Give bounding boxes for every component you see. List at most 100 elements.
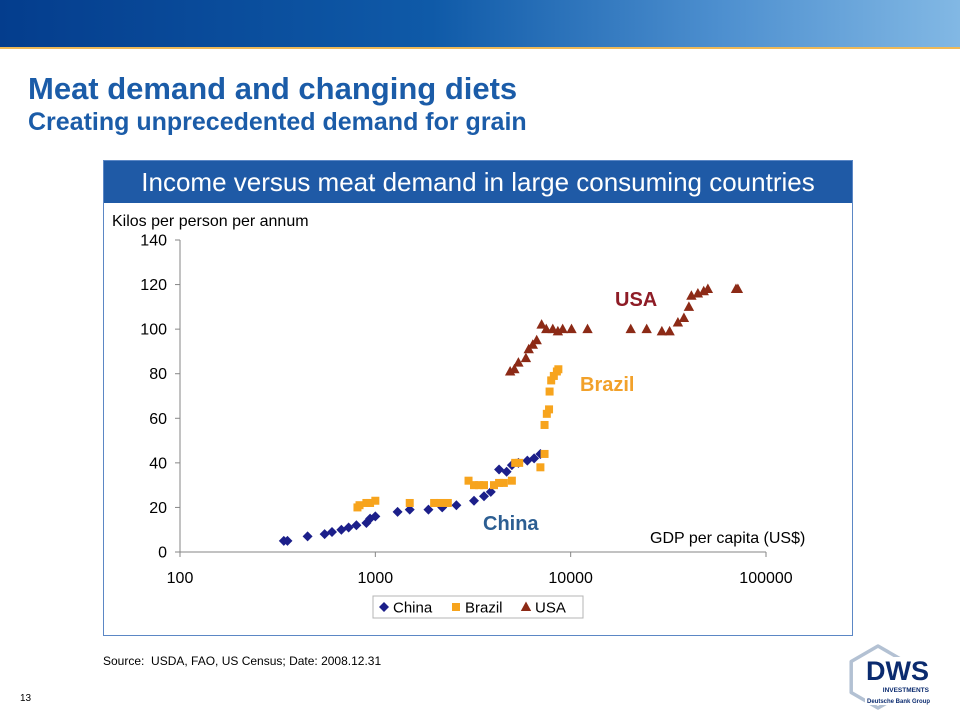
- legend-item-usa: USA: [520, 600, 566, 617]
- y-tick-label: 20: [149, 500, 167, 517]
- brazil-data-point: [547, 376, 556, 385]
- brazil-data-point: [499, 478, 508, 487]
- brazil-data-point: [405, 498, 414, 507]
- usa-data-point: [625, 323, 636, 334]
- chart-panel: Income versus meat demand in large consu…: [103, 160, 853, 636]
- brazil-data-point: [470, 481, 479, 490]
- y-tick-label: 40: [149, 455, 167, 472]
- x-axis-label: GDP per capita (US$): [650, 530, 806, 547]
- china-data-point: [478, 491, 489, 502]
- usa-data-point: [641, 323, 652, 334]
- brazil-data-point: [540, 420, 549, 429]
- china-data-point: [351, 520, 362, 531]
- brazil-data-point: [371, 496, 380, 505]
- y-tick-label: 80: [149, 366, 167, 383]
- legend-marker-brazil: [452, 603, 460, 611]
- china-data-point: [494, 464, 505, 475]
- legend-label: China: [393, 600, 433, 617]
- brazil-data-point: [549, 371, 558, 380]
- usa-data-point: [531, 334, 542, 345]
- usa-data-point: [582, 323, 593, 334]
- china-data-point: [370, 511, 381, 522]
- y-tick-label: 100: [140, 322, 167, 339]
- brazil-data-point: [554, 365, 563, 374]
- x-tick-label: 100000: [739, 570, 792, 587]
- china-data-point: [469, 495, 480, 506]
- china-data-point: [451, 500, 462, 511]
- usa-data-point: [520, 352, 532, 363]
- dws-logo: DWS INVESTMENTS Deutsche Bank Group: [849, 644, 932, 710]
- usa-data-point: [541, 323, 552, 334]
- brazil-data-point: [545, 405, 554, 414]
- logo-mask: [865, 657, 932, 705]
- brazil-data-point: [489, 481, 498, 490]
- chart-title: Income versus meat demand in large consu…: [104, 161, 852, 203]
- legend-label: USA: [535, 600, 566, 617]
- legend-label: Brazil: [465, 600, 503, 617]
- china-data-point: [319, 529, 330, 540]
- legend-marker-usa: [520, 601, 532, 611]
- source-note: Source: USDA, FAO, US Census; Date: 2008…: [103, 654, 382, 668]
- brazil-data-point: [536, 463, 545, 472]
- legend-item-china: China: [379, 600, 433, 617]
- usa-data-point: [672, 316, 684, 327]
- usa-series-label: USA: [615, 289, 658, 311]
- y-axis-label: Kilos per person per annum: [112, 213, 309, 230]
- usa-data-point: [566, 323, 577, 334]
- slide-title: Meat demand and changing diets: [28, 71, 518, 106]
- brazil-data-point: [515, 458, 524, 467]
- china-data-point: [404, 504, 415, 515]
- usa-data-point: [557, 323, 568, 334]
- y-tick-label: 140: [140, 233, 167, 250]
- brazil-data-point: [443, 498, 452, 507]
- x-tick-label: 100: [167, 570, 194, 587]
- china-data-point: [485, 486, 496, 497]
- brazil-data-point: [495, 478, 504, 487]
- x-tick-label: 1000: [358, 570, 394, 587]
- x-tick-label: 10000: [548, 570, 593, 587]
- usa-data-point: [702, 283, 714, 294]
- usa-series: [504, 283, 744, 376]
- brazil-data-point: [542, 409, 551, 418]
- brazil-data-point: [366, 498, 375, 507]
- brazil-data-point: [545, 387, 554, 396]
- brazil-data-point: [355, 501, 364, 510]
- usa-data-point: [683, 301, 695, 311]
- china-data-point: [326, 526, 337, 537]
- logo-wordmark: DWS: [866, 656, 929, 686]
- china-data-point: [282, 535, 293, 546]
- brazil-series: [353, 365, 563, 512]
- china-data-point: [501, 466, 512, 477]
- brazil-data-point: [540, 449, 549, 458]
- china-data-point: [343, 522, 354, 533]
- brazil-data-point: [464, 476, 473, 485]
- brazil-data-point: [475, 481, 484, 490]
- logo-subline: INVESTMENTS: [883, 687, 930, 694]
- header-accent-line: [0, 47, 960, 49]
- china-data-point: [392, 506, 403, 517]
- china-data-point: [336, 524, 347, 535]
- y-tick-label: 0: [158, 545, 167, 562]
- usa-data-point: [732, 283, 744, 294]
- header-bar: [0, 0, 960, 47]
- legend-item-brazil: Brazil: [452, 600, 503, 617]
- usa-data-point: [656, 325, 668, 336]
- usa-data-point: [536, 319, 547, 329]
- legend-box: [372, 595, 584, 619]
- legend-marker-china: [379, 602, 389, 612]
- brazil-data-point: [507, 476, 516, 485]
- brazil-series-label: Brazil: [580, 374, 635, 396]
- usa-data-point: [664, 325, 675, 336]
- y-tick-label: 60: [149, 411, 167, 428]
- scatter-chart: 0 20 40 60 80 100 120 140 100 1000 10000 100000 Chin…: [140, 233, 793, 619]
- axes: 0 20 40 60 80 100 120 140 100 1000 10000 100000: [140, 233, 793, 588]
- logo-group-line: Deutsche Bank Group: [867, 699, 930, 705]
- slide-subtitle: Creating unprecedented demand for grain: [28, 108, 527, 136]
- china-data-point: [423, 504, 434, 515]
- usa-data-point: [513, 357, 524, 367]
- china-series-label: China: [483, 513, 539, 535]
- china-data-point: [302, 531, 313, 542]
- china-data-point: [529, 453, 540, 464]
- usa-data-point: [678, 312, 690, 322]
